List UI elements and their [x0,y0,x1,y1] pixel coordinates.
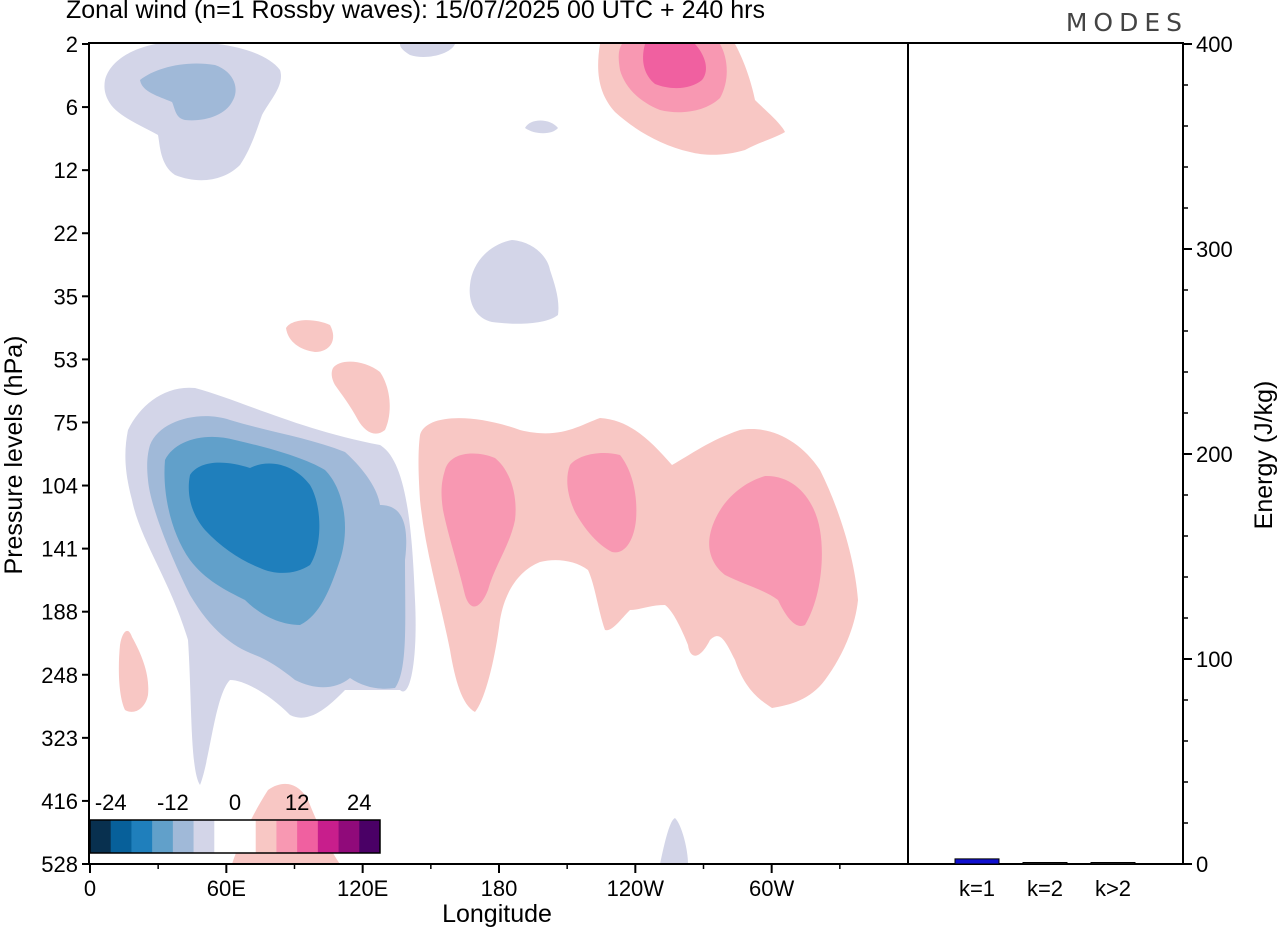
colorbar: -24 -12 0 12 24 [89,790,381,854]
y-tick-label: 528 [41,852,78,877]
colorbar-swatch [90,820,112,853]
colorbar-swatch [152,820,174,853]
energy-bars: k=1 k=2 k>2 [954,858,1136,901]
colorbar-swatch [110,820,132,853]
energy-bar-3 [1090,862,1136,865]
y-tick-label: 35 [54,284,78,309]
colorbar-tick-label: 12 [285,790,309,815]
colorbar-swatch [276,820,298,853]
contour-neg-small-top [400,44,455,57]
colorbar-frame [89,819,381,854]
contour-pos-small-3 [118,630,149,712]
colorbar-swatch [193,820,215,853]
bar-category-label: k>2 [1095,876,1131,901]
colorbar-swatch [317,820,339,853]
energy-bar-2 [1022,862,1068,865]
y-tick-label: 104 [41,474,78,499]
y-axis-energy: 0 100 200 300 400 [1183,32,1233,877]
x-tick-label: 0 [84,876,96,901]
x-axis-longitude: 0 60E 120E 180 120W 60W [84,864,841,901]
y-tick-label: 141 [41,537,78,562]
bar-category-label: k=2 [1027,876,1063,901]
y-tick-label: 2 [66,32,78,57]
x-tick-label: 60E [207,876,246,901]
contour-neg-bottom [660,818,688,864]
x-tick-label: 180 [481,876,518,901]
colorbar-swatch [359,820,381,853]
energy-tick-label: 0 [1196,852,1208,877]
contour-pos-small-2 [331,361,390,434]
x-axis-label: Longitude [442,900,552,928]
contour-pos-level-2a [441,453,516,607]
y-tick-label: 53 [54,347,78,372]
colorbar-swatch [338,820,360,853]
colorbar-swatch [214,820,236,853]
colorbar-tick-label: 0 [229,790,241,815]
contour-neg-strat-core [140,63,236,121]
x-tick-label: 60W [749,876,794,901]
y-axis-pressure: 2 6 12 22 35 53 75 104 141 188 248 323 416 528 [41,32,90,877]
y-tick-label: 188 [41,600,78,625]
energy-tick-label: 200 [1196,442,1233,467]
contour-pos-small-1 [286,320,334,352]
y-tick-label: 248 [41,663,78,688]
contour-pos-level-2b [567,453,637,553]
colorbar-tick-label: -24 [95,790,127,815]
energy-tick-label: 100 [1196,647,1233,672]
energy-bar-1 [954,858,1000,865]
colorbar-tick-label: -12 [157,790,189,815]
y-tick-label: 75 [54,410,78,435]
brand-logo: MODES [1065,8,1188,37]
bar-category-label: k=1 [959,876,995,901]
colorbar-tick-label: 24 [347,790,371,815]
chart-title: Zonal wind (n=1 Rossby waves): 15/07/202… [66,0,765,24]
contour-neg-level-4 [188,462,320,573]
y-tick-label: 6 [66,95,78,120]
y-axis-label: Pressure levels (hPa) [0,336,28,575]
y-tick-label: 12 [54,158,78,183]
colorbar-swatch [255,820,277,853]
y-tick-label: 22 [54,221,78,246]
y-tick-label: 323 [41,726,78,751]
contour-neg-dot [525,120,558,134]
contour-pos-strat-3 [643,44,706,89]
colorbar-swatch [172,820,194,853]
x-tick-label: 120E [337,876,388,901]
contour-pos-level-2c [709,475,822,626]
energy-tick-label: 400 [1196,32,1233,57]
colorbar-swatch [131,820,153,853]
contour-neg-mid [469,240,559,324]
energy-tick-label: 300 [1196,237,1233,262]
colorbar-swatch [297,820,319,853]
colorbar-swatch [235,820,257,853]
y-tick-label: 416 [41,789,78,814]
x-tick-label: 120W [607,876,665,901]
energy-axis-label: Energy (J/kg) [1250,381,1278,530]
contour-field [104,44,858,864]
